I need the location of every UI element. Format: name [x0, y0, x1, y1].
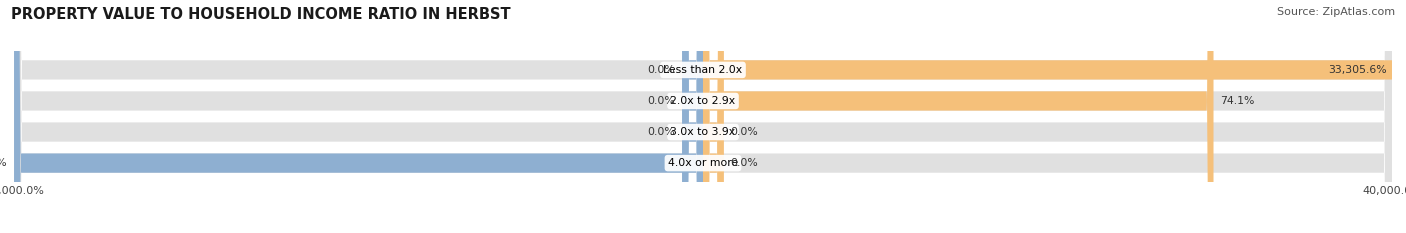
- FancyBboxPatch shape: [14, 0, 1392, 233]
- Text: PROPERTY VALUE TO HOUSEHOLD INCOME RATIO IN HERBST: PROPERTY VALUE TO HOUSEHOLD INCOME RATIO…: [11, 7, 510, 22]
- Text: 74.1%: 74.1%: [1220, 96, 1254, 106]
- FancyBboxPatch shape: [703, 0, 1213, 233]
- Text: 33,305.6%: 33,305.6%: [1329, 65, 1386, 75]
- Text: 4.0x or more: 4.0x or more: [668, 158, 738, 168]
- FancyBboxPatch shape: [682, 0, 703, 233]
- Text: 3.0x to 3.9x: 3.0x to 3.9x: [671, 127, 735, 137]
- Text: 0.0%: 0.0%: [731, 127, 758, 137]
- Text: 2.0x to 2.9x: 2.0x to 2.9x: [671, 96, 735, 106]
- Text: 0.0%: 0.0%: [648, 96, 675, 106]
- FancyBboxPatch shape: [14, 0, 1392, 233]
- FancyBboxPatch shape: [14, 0, 1392, 233]
- FancyBboxPatch shape: [14, 0, 1392, 233]
- FancyBboxPatch shape: [703, 0, 724, 233]
- Text: 0.0%: 0.0%: [648, 65, 675, 75]
- FancyBboxPatch shape: [682, 0, 703, 233]
- FancyBboxPatch shape: [703, 0, 724, 233]
- Text: 0.0%: 0.0%: [648, 127, 675, 137]
- Text: 0.0%: 0.0%: [731, 158, 758, 168]
- FancyBboxPatch shape: [703, 0, 1406, 233]
- Text: 100.0%: 100.0%: [0, 158, 7, 168]
- Text: Less than 2.0x: Less than 2.0x: [664, 65, 742, 75]
- FancyBboxPatch shape: [682, 0, 703, 233]
- FancyBboxPatch shape: [14, 0, 703, 233]
- Text: Source: ZipAtlas.com: Source: ZipAtlas.com: [1277, 7, 1395, 17]
